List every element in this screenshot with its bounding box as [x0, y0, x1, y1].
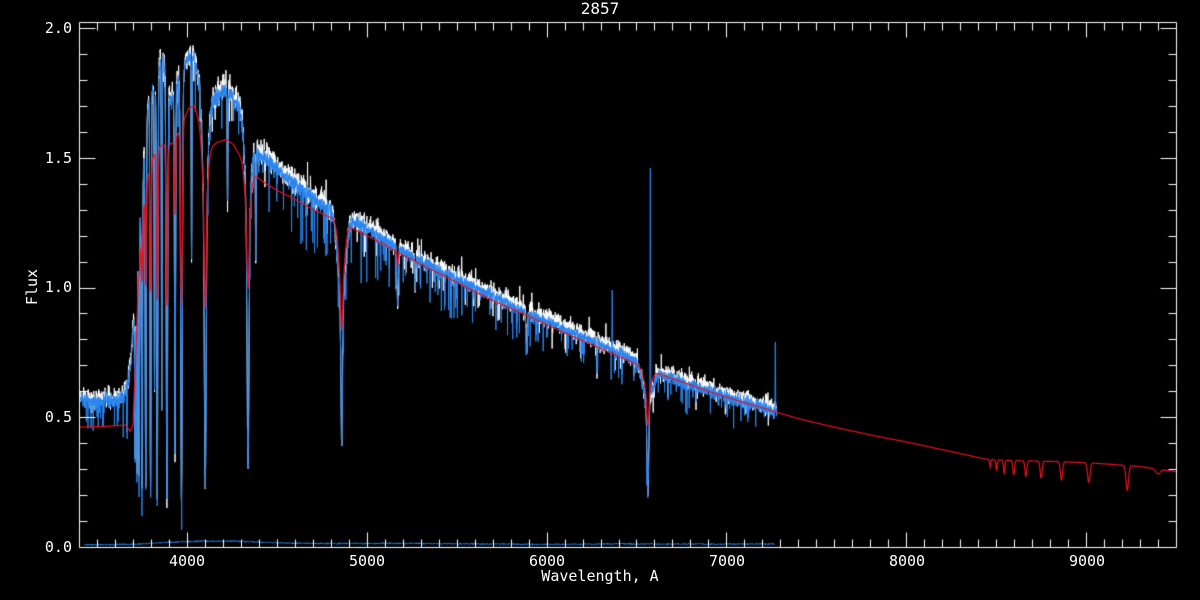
y-tick-label-2_0: 2.0: [44, 19, 72, 37]
x-tick-label-4000: 4000: [168, 552, 206, 570]
plot-title: 2857: [580, 0, 620, 18]
x-tick-label-9000: 9000: [1068, 552, 1106, 570]
y-tick-label-0_5: 0.5: [44, 408, 72, 426]
x-tick-label-6000: 6000: [528, 552, 566, 570]
x-tick-label-7000: 7000: [708, 552, 746, 570]
x-axis-label: Wavelength, A: [541, 567, 659, 585]
x-tick-label-8000: 8000: [888, 552, 926, 570]
x-tick-label-5000: 5000: [348, 552, 386, 570]
y-tick-label-1_5: 1.5: [44, 149, 72, 167]
y-tick-label-0_0: 0.0: [44, 538, 72, 556]
y-tick-label-1_0: 1.0: [44, 278, 72, 296]
